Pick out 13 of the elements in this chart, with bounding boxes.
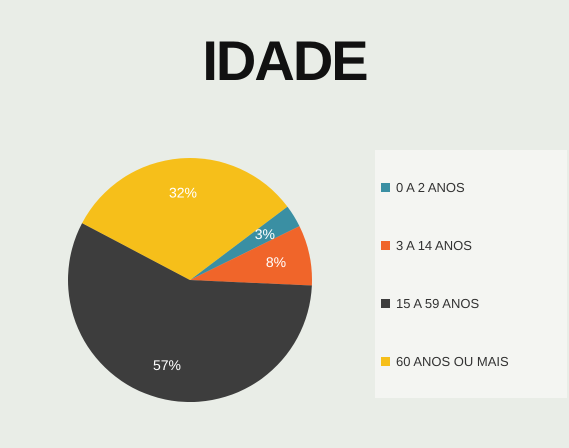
pie-slice — [82, 158, 288, 280]
pie-slice — [190, 226, 312, 286]
data-label: 32% — [168, 184, 197, 200]
pie-slice — [190, 206, 300, 280]
data-label: 8% — [266, 254, 286, 270]
legend-label: 0 A 2 ANOS — [395, 178, 466, 196]
data-label: 3% — [254, 226, 275, 242]
pie-slice — [68, 223, 312, 402]
data-label: 57% — [152, 356, 181, 373]
chart-title: IDADE — [201, 28, 368, 93]
legend-label: 3 A 14 ANOS — [395, 236, 473, 254]
legend-label: 15 A 59 ANOS — [395, 294, 480, 312]
legend-label: 60 ANOS OU MAIS — [395, 352, 510, 370]
